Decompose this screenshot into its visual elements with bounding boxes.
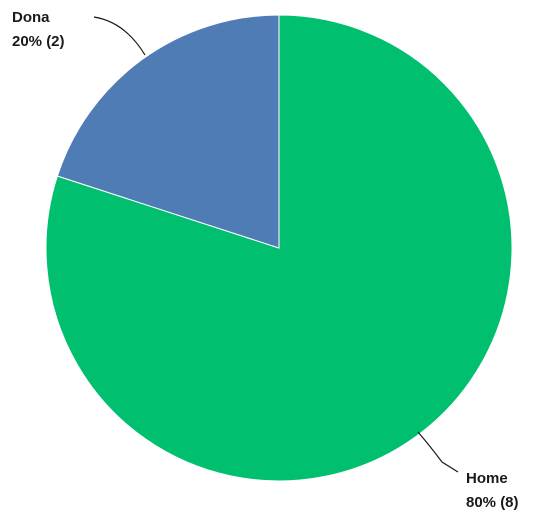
data-label-dona-value: 20% (2) bbox=[12, 33, 65, 50]
data-label-dona-name: Dona bbox=[12, 9, 50, 26]
leader-line-home bbox=[417, 431, 459, 473]
data-label-home-name: Home bbox=[466, 470, 508, 487]
data-label-home-value: 80% (8) bbox=[466, 494, 519, 511]
pie-slices bbox=[45, 14, 513, 482]
leader-line-dona bbox=[93, 16, 146, 56]
pie-slice-dona bbox=[56, 14, 280, 249]
